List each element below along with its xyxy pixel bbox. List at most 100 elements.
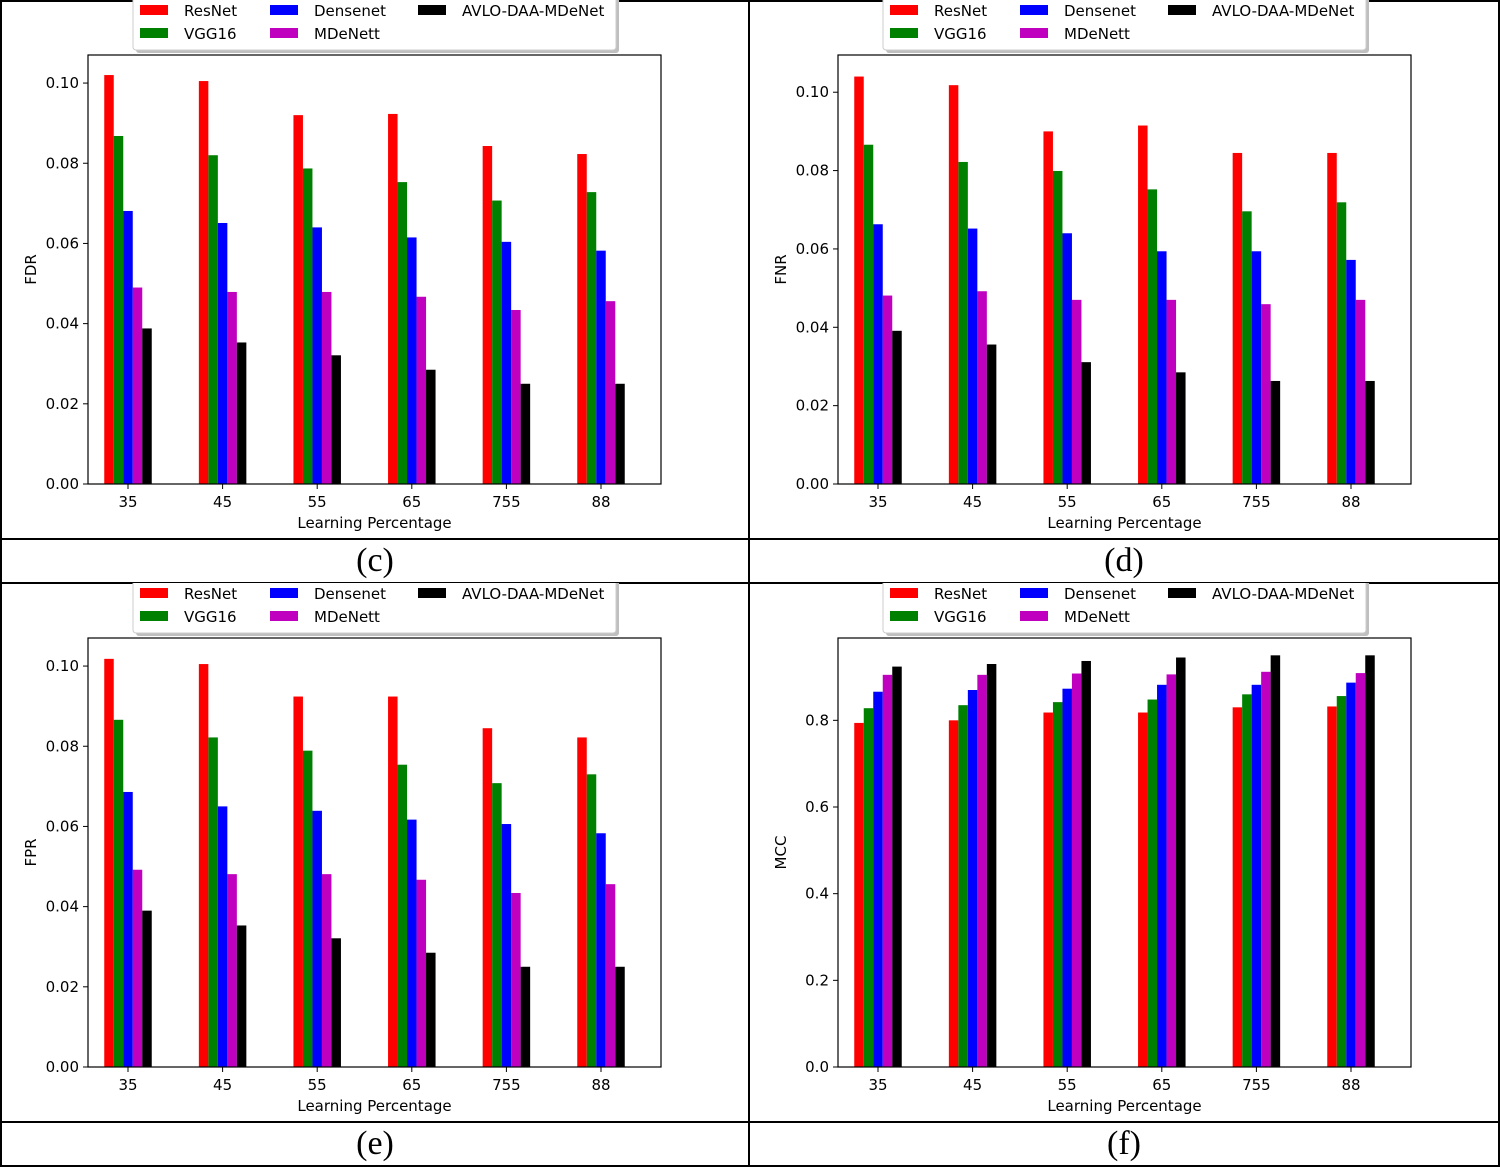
x-tick-label-35: 35 bbox=[118, 493, 137, 511]
bar-vgg16-65 bbox=[397, 182, 408, 484]
fdr-chart: 35 45 55 65 755 88 0.00 0.02 0.04 0.06 0.08 0.10 Lea… bbox=[22, 0, 662, 532]
bar-vgg16-755 bbox=[1242, 694, 1252, 1067]
bar-densenet-45 bbox=[967, 228, 978, 484]
x-tick-label-88: 88 bbox=[1341, 1076, 1360, 1094]
y-tick-label-0.04: 0.04 bbox=[46, 898, 79, 916]
bar-densenet-755 bbox=[501, 241, 512, 484]
y-tick-label-0.04: 0.04 bbox=[46, 315, 79, 333]
bar-vgg16-65 bbox=[1147, 699, 1158, 1067]
bar-densenet-755 bbox=[1251, 684, 1262, 1067]
legend-label-mdenett: MDeNett bbox=[1064, 608, 1130, 626]
legend-swatch-resnet bbox=[140, 588, 168, 598]
bar-resnet-755 bbox=[482, 146, 493, 484]
bar-densenet-45 bbox=[217, 806, 228, 1067]
legend-label-densenet: Densenet bbox=[1064, 585, 1136, 603]
x-tick-label-35: 35 bbox=[868, 1076, 887, 1094]
legend: ResNet Densenet AVLO-DAA-MDeNet VGG16 MDeNet… bbox=[882, 0, 1369, 53]
x-tick-label-755: 755 bbox=[1242, 1076, 1271, 1094]
bar-mdenett-65 bbox=[416, 296, 427, 484]
bar-resnet-45 bbox=[948, 720, 959, 1067]
legend-box bbox=[882, 0, 1367, 51]
y-axis-label: FPR bbox=[22, 838, 40, 866]
bar-vgg16-45 bbox=[208, 155, 218, 485]
legend-label-mdenett: MDeNett bbox=[314, 608, 380, 626]
x-tick-label-755: 755 bbox=[1242, 493, 1271, 511]
y-axis-label: MCC bbox=[772, 836, 790, 870]
bar-densenet-55 bbox=[1062, 233, 1072, 484]
bar-mdenett-88 bbox=[605, 884, 616, 1067]
y-tick-label-0.10: 0.10 bbox=[46, 74, 79, 92]
bar-mdenett-35 bbox=[882, 674, 893, 1067]
x-tick-label-65: 65 bbox=[402, 1076, 421, 1094]
x-axis-label: Learning Percentage bbox=[297, 1097, 451, 1115]
bar-mdenett-45 bbox=[227, 291, 237, 484]
legend-box bbox=[132, 583, 617, 634]
x-tick-label-65: 65 bbox=[1152, 1076, 1171, 1094]
panel-label-e: (e) bbox=[356, 1125, 394, 1162]
mcc-chart: 35 45 55 65 755 88 0.0 0.2 0.4 0.6 0.8 Learning Per… bbox=[772, 583, 1412, 1115]
y-tick-label-0.08: 0.08 bbox=[796, 162, 829, 180]
y-axis-label: FDR bbox=[22, 254, 40, 285]
bar-vgg16-755 bbox=[492, 783, 502, 1067]
legend-label-avlo-daa-mdenet: AVLO-DAA-MDeNet bbox=[462, 2, 605, 20]
legend-label-resnet: ResNet bbox=[184, 585, 237, 603]
bar-resnet-55 bbox=[1043, 712, 1053, 1067]
legend-label-avlo-daa-mdenet: AVLO-DAA-MDeNet bbox=[1212, 2, 1355, 20]
x-tick-label-88: 88 bbox=[591, 493, 610, 511]
y-tick-label-0.4: 0.4 bbox=[805, 885, 829, 903]
bar-mdenett-55 bbox=[321, 291, 332, 484]
bar-resnet-45 bbox=[198, 81, 209, 484]
bar-avlo-daa-mdenet-35 bbox=[892, 666, 902, 1067]
y-tick-label-0.08: 0.08 bbox=[46, 737, 79, 755]
y-tick-label-0.02: 0.02 bbox=[46, 978, 79, 996]
y-tick-label-0.2: 0.2 bbox=[805, 971, 829, 989]
x-axis-label: Learning Percentage bbox=[1047, 1097, 1201, 1115]
x-tick-label-55: 55 bbox=[308, 493, 327, 511]
bar-resnet-88 bbox=[1327, 706, 1337, 1067]
bar-vgg16-88 bbox=[586, 774, 597, 1067]
x-axis-label: Learning Percentage bbox=[297, 514, 451, 532]
x-tick-label-755: 755 bbox=[492, 493, 521, 511]
bar-mdenett-45 bbox=[977, 291, 987, 484]
bar-densenet-35 bbox=[873, 224, 883, 484]
bar-avlo-daa-mdenet-55 bbox=[1081, 660, 1091, 1067]
legend-label-vgg16: VGG16 bbox=[934, 25, 987, 43]
x-tick-label-35: 35 bbox=[118, 1076, 137, 1094]
bar-densenet-755 bbox=[501, 824, 512, 1067]
x-tick-label-55: 55 bbox=[308, 1076, 327, 1094]
bar-densenet-35 bbox=[873, 691, 883, 1067]
bar-mdenett-65 bbox=[1166, 299, 1177, 484]
bar-avlo-daa-mdenet-65 bbox=[426, 369, 436, 484]
legend-label-densenet: Densenet bbox=[314, 585, 386, 603]
bar-mdenett-55 bbox=[1071, 673, 1082, 1067]
bar-vgg16-65 bbox=[397, 764, 408, 1067]
bar-mdenett-35 bbox=[882, 295, 893, 484]
bar-resnet-65 bbox=[1138, 125, 1148, 485]
bar-avlo-daa-mdenet-755 bbox=[520, 383, 531, 484]
bar-vgg16-55 bbox=[302, 750, 313, 1067]
legend: ResNet Densenet AVLO-DAA-MDeNet VGG16 MDeNet… bbox=[132, 583, 619, 636]
bar-densenet-88 bbox=[1346, 259, 1356, 484]
bar-densenet-35 bbox=[123, 210, 133, 484]
bar-vgg16-35 bbox=[863, 708, 874, 1067]
grid-border-top bbox=[0, 0, 1500, 2]
bar-mdenett-55 bbox=[1071, 299, 1082, 484]
y-tick-label-0.08: 0.08 bbox=[46, 154, 79, 172]
bar-avlo-daa-mdenet-88 bbox=[615, 966, 625, 1067]
bar-vgg16-35 bbox=[113, 719, 124, 1067]
legend-swatch-mdenett bbox=[1020, 28, 1048, 38]
legend-label-vgg16: VGG16 bbox=[184, 608, 237, 626]
bar-vgg16-65 bbox=[1147, 189, 1158, 484]
panel-label-f: (f) bbox=[1107, 1125, 1141, 1162]
bar-resnet-755 bbox=[1232, 707, 1243, 1067]
plot-frame bbox=[837, 54, 1412, 485]
bar-densenet-755 bbox=[1251, 251, 1262, 484]
bar-avlo-daa-mdenet-755 bbox=[520, 966, 531, 1067]
bar-resnet-65 bbox=[1138, 712, 1148, 1067]
grid-divider-middle bbox=[0, 582, 1500, 584]
bar-resnet-35 bbox=[104, 75, 114, 485]
bar-resnet-45 bbox=[198, 664, 209, 1067]
y-tick-label-0.06: 0.06 bbox=[46, 234, 79, 252]
legend-swatch-vgg16 bbox=[890, 28, 918, 38]
